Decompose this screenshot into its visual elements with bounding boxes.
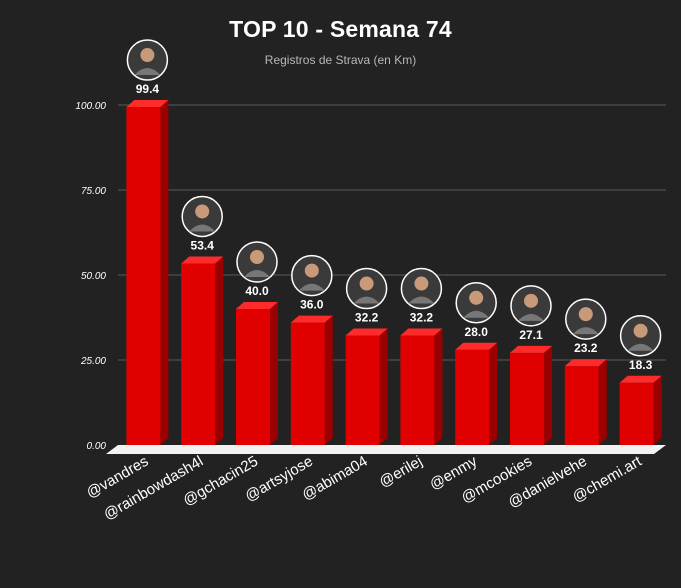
bar-top — [126, 100, 169, 108]
bar-top — [345, 328, 388, 336]
bar-top — [619, 375, 662, 383]
category-label: @erilej — [376, 453, 425, 491]
bar — [126, 107, 161, 445]
avatar-vandres — [126, 39, 169, 81]
bar-side — [653, 375, 662, 445]
bar-top — [181, 256, 224, 264]
bar-group: 23.2 — [564, 298, 607, 445]
avatar-artsyjose — [291, 254, 333, 297]
bar-top — [290, 315, 333, 323]
bar-group: 36.0 — [290, 254, 333, 445]
bar-group: 40.0 — [236, 241, 278, 445]
bar-top — [455, 342, 498, 350]
avatar-rainbowdash4l — [181, 195, 223, 238]
avatar-erilej — [400, 267, 443, 310]
chart-title: TOP 10 - Semana 74 — [229, 16, 452, 42]
y-tick-label: 100.00 — [75, 101, 106, 112]
bar-side — [434, 328, 443, 445]
y-tick-label: 0.00 — [87, 441, 107, 452]
bar-group: 32.2 — [345, 267, 388, 445]
data-label: 36.0 — [300, 298, 324, 312]
data-label: 18.3 — [629, 358, 653, 372]
bar-side — [489, 342, 498, 445]
chart-floor — [106, 445, 666, 454]
bar-group: 18.3 — [619, 315, 662, 445]
bar — [510, 352, 544, 445]
avatar-mcookies — [510, 285, 552, 327]
data-label: 27.1 — [519, 328, 543, 342]
bar-top — [510, 345, 552, 353]
bar-side — [544, 345, 552, 445]
bar-side — [324, 315, 333, 445]
bar-group: 99.4 — [126, 39, 169, 445]
y-tick-label: 50.00 — [81, 271, 106, 282]
bar — [345, 335, 380, 445]
data-label: 32.2 — [410, 311, 434, 325]
y-tick-label: 75.00 — [81, 186, 106, 197]
bar-side — [270, 302, 278, 445]
bar-top — [564, 359, 607, 367]
data-label: 28.0 — [465, 325, 489, 339]
chart-subtitle: Registros de Strava (en Km) — [264, 53, 417, 67]
bar-group: 27.1 — [510, 285, 552, 445]
bar-group: 28.0 — [455, 282, 498, 445]
avatar-enmy — [455, 282, 497, 324]
avatar-gchacin25 — [236, 241, 278, 283]
bar — [564, 366, 599, 445]
bar — [455, 349, 490, 445]
y-tick-label: 25.00 — [80, 356, 106, 367]
bar-side — [379, 328, 388, 445]
bar-side — [215, 256, 224, 445]
bar-group: 53.4 — [181, 195, 224, 445]
bar — [290, 322, 325, 445]
data-label: 53.4 — [191, 238, 215, 252]
bar-side — [160, 100, 169, 445]
bar — [181, 263, 216, 445]
bar-top — [236, 302, 278, 309]
bar — [400, 335, 435, 445]
bar-top — [400, 328, 443, 336]
bar — [619, 382, 654, 445]
data-label: 99.4 — [136, 82, 160, 96]
bar-group: 32.2 — [400, 267, 443, 445]
avatar-abima04 — [345, 267, 388, 310]
data-label: 40.0 — [245, 284, 269, 298]
bar-side — [598, 359, 607, 445]
data-label: 32.2 — [355, 311, 379, 325]
bar — [236, 309, 270, 445]
avatar-danielvehe — [565, 298, 607, 340]
avatar-chemi-art — [619, 315, 662, 357]
data-label: 23.2 — [574, 341, 598, 355]
